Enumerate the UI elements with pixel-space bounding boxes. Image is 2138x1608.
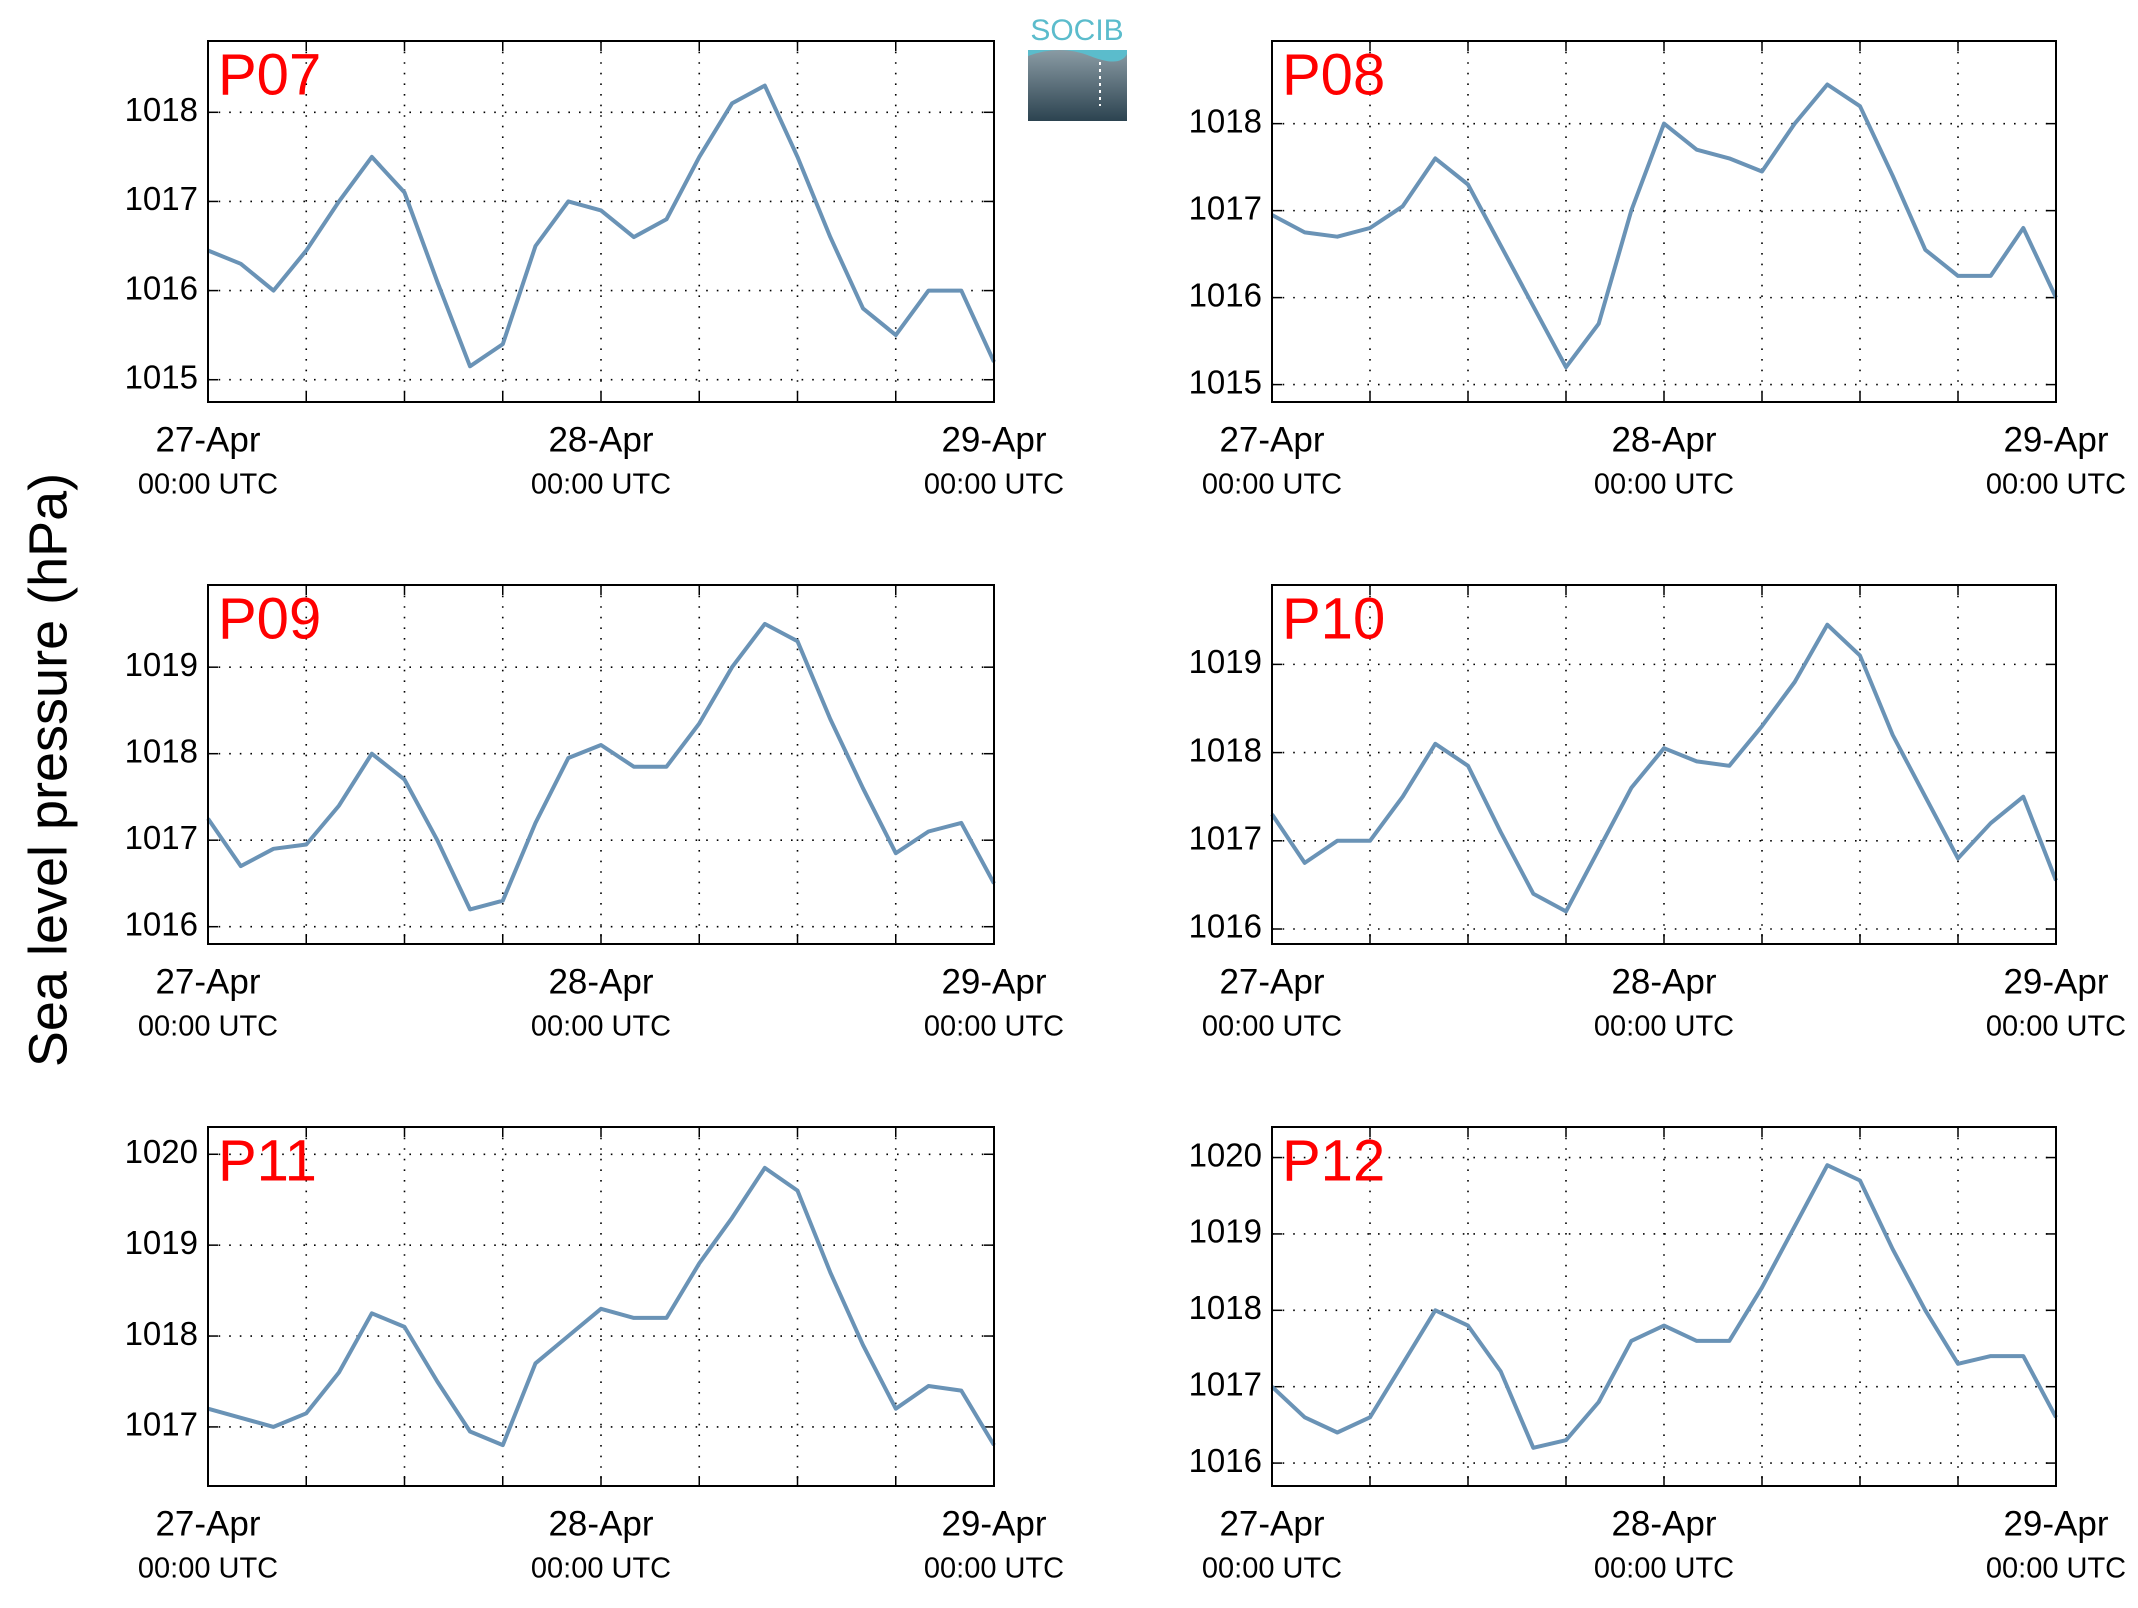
panel: 1015 1016 1017 1018 27-Apr 00:00 UTC 28-Apr 00:… xyxy=(1189,40,2126,501)
plot-frame xyxy=(1271,1126,2057,1487)
x-tick-label: 27-Apr xyxy=(155,962,260,1001)
logo: SOCIB xyxy=(1028,14,1127,121)
logo-box xyxy=(1028,50,1127,121)
panel-title: P09 xyxy=(218,586,321,651)
x-tick-sublabel: 00:00 UTC xyxy=(138,1553,278,1585)
y-tick-label: 1016 xyxy=(125,269,198,306)
y-tick-label: 1018 xyxy=(125,91,198,128)
plot-frame xyxy=(1271,40,2057,403)
panel-title: P10 xyxy=(1282,586,1385,651)
y-tick-label: 1020 xyxy=(125,1133,198,1170)
y-tick-label: 1017 xyxy=(1189,189,1262,226)
x-tick-sublabel: 00:00 UTC xyxy=(924,469,1064,501)
y-tick-label: 1017 xyxy=(1189,820,1262,857)
x-tick-sublabel: 00:00 UTC xyxy=(1202,469,1342,501)
x-tick-label: 28-Apr xyxy=(1611,420,1716,459)
x-tick-sublabel: 00:00 UTC xyxy=(531,469,671,501)
panel-title: P07 xyxy=(218,42,321,107)
x-tick-label: 29-Apr xyxy=(941,1504,1046,1543)
panel-title: P12 xyxy=(1282,1128,1385,1193)
x-tick-label: 28-Apr xyxy=(548,962,653,1001)
y-tick-label: 1019 xyxy=(125,646,198,683)
x-tick-sublabel: 00:00 UTC xyxy=(138,469,278,501)
x-tick-sublabel: 00:00 UTC xyxy=(1594,1553,1734,1585)
panel-title: P11 xyxy=(218,1128,317,1193)
x-tick-label: 27-Apr xyxy=(1219,1504,1324,1543)
x-tick-sublabel: 00:00 UTC xyxy=(1202,1011,1342,1043)
x-tick-label: 29-Apr xyxy=(2003,962,2108,1001)
panel: 1016 1017 1018 1019 1020 27-Apr 00:00 UTC 28-Ap… xyxy=(1189,1126,2126,1585)
y-tick-label: 1019 xyxy=(1189,1213,1262,1250)
x-tick-label: 28-Apr xyxy=(548,1504,653,1543)
x-tick-sublabel: 00:00 UTC xyxy=(1202,1553,1342,1585)
x-tick-label: 28-Apr xyxy=(1611,962,1716,1001)
panel: 1017 1018 1019 1020 27-Apr 00:00 UTC 28-Apr 00:… xyxy=(125,1126,1064,1585)
plot-frame xyxy=(207,1126,995,1487)
y-tick-label: 1017 xyxy=(125,1406,198,1443)
y-tick-label: 1017 xyxy=(125,180,198,217)
x-tick-sublabel: 00:00 UTC xyxy=(531,1011,671,1043)
y-tick-label: 1016 xyxy=(1189,1442,1262,1479)
panel: 1016 1017 1018 1019 27-Apr 00:00 UTC 28-Apr 00:… xyxy=(1189,584,2126,1043)
data-line xyxy=(207,83,996,369)
x-tick-label: 28-Apr xyxy=(1611,1504,1716,1543)
data-line xyxy=(206,621,996,912)
x-tick-sublabel: 00:00 UTC xyxy=(1986,1011,2126,1043)
x-tick-label: 29-Apr xyxy=(941,420,1046,459)
y-tick-label: 1018 xyxy=(1189,1289,1262,1326)
x-tick-sublabel: 00:00 UTC xyxy=(1986,1553,2126,1585)
x-tick-sublabel: 00:00 UTC xyxy=(924,1011,1064,1043)
logo-text: SOCIB xyxy=(1030,14,1123,47)
plot-frame xyxy=(207,40,995,403)
x-tick-label: 29-Apr xyxy=(2003,1504,2108,1543)
x-tick-label: 29-Apr xyxy=(2003,420,2108,459)
x-tick-label: 27-Apr xyxy=(1219,420,1324,459)
y-tick-label: 1020 xyxy=(1189,1136,1262,1173)
x-tick-sublabel: 00:00 UTC xyxy=(138,1011,278,1043)
data-line xyxy=(1270,1163,2058,1450)
y-tick-label: 1016 xyxy=(1189,276,1262,313)
data-line xyxy=(1270,622,2058,914)
x-tick-sublabel: 00:00 UTC xyxy=(531,1553,671,1585)
x-tick-sublabel: 00:00 UTC xyxy=(1986,469,2126,501)
x-tick-sublabel: 00:00 UTC xyxy=(1594,1011,1734,1043)
logo-wave xyxy=(1028,50,1127,62)
y-tick-label: 1017 xyxy=(125,819,198,856)
y-tick-label: 1019 xyxy=(125,1224,198,1261)
x-tick-label: 27-Apr xyxy=(155,420,260,459)
panel-title: P08 xyxy=(1282,42,1385,107)
y-tick-label: 1018 xyxy=(1189,102,1262,139)
y-tick-label: 1018 xyxy=(1189,731,1262,768)
y-tick-label: 1016 xyxy=(125,905,198,942)
y-tick-label: 1017 xyxy=(1189,1365,1262,1402)
x-tick-label: 27-Apr xyxy=(1219,962,1324,1001)
plot-frame xyxy=(207,584,995,945)
panel: 1016 1017 1018 1019 27-Apr 00:00 UTC 28-Apr 00:… xyxy=(125,584,1064,1043)
x-tick-label: 29-Apr xyxy=(941,962,1046,1001)
y-tick-label: 1016 xyxy=(1189,908,1262,945)
x-tick-sublabel: 00:00 UTC xyxy=(924,1553,1064,1585)
plot-frame xyxy=(1271,584,2057,945)
y-tick-label: 1018 xyxy=(125,1315,198,1352)
x-tick-label: 27-Apr xyxy=(155,1504,260,1543)
y-tick-label: 1019 xyxy=(1189,643,1262,680)
data-line xyxy=(207,1165,996,1448)
x-tick-sublabel: 00:00 UTC xyxy=(1594,469,1734,501)
data-line xyxy=(1271,82,2058,370)
y-tick-label: 1018 xyxy=(125,732,198,769)
y-tick-label: 1015 xyxy=(125,358,198,395)
x-tick-label: 28-Apr xyxy=(548,420,653,459)
y-tick-label: 1015 xyxy=(1189,363,1262,400)
y-axis-label: Sea level pressure (hPa) xyxy=(18,473,78,1067)
panel: 1015 1016 1017 1018 27-Apr 00:00 UTC 28-Apr 00:… xyxy=(125,40,1064,501)
